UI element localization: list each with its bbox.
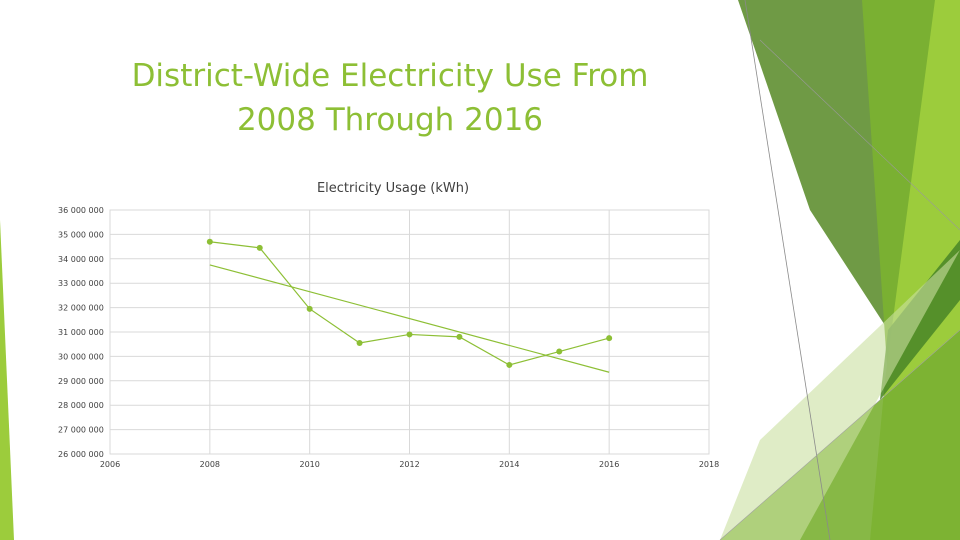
chart-title: Electricity Usage (kWh)	[317, 181, 469, 196]
data-point	[256, 244, 263, 251]
y-tick-label: 32 000 000	[58, 304, 104, 313]
data-point	[406, 331, 413, 338]
x-tick-label: 2016	[599, 460, 619, 469]
data-point	[456, 333, 463, 340]
right-decor-olive	[738, 0, 888, 330]
y-tick-label: 30 000 000	[58, 352, 104, 361]
decor-thin-line	[744, 0, 831, 540]
trendline	[209, 264, 610, 373]
slide-title-line1: District-Wide Electricity Use From	[131, 58, 649, 94]
decor-thin-line	[719, 329, 960, 540]
data-point	[306, 305, 313, 312]
data-point	[206, 238, 213, 245]
slide-title-line2: 2008 Through 2016	[236, 102, 544, 138]
y-tick-label: 29 000 000	[58, 377, 104, 386]
x-tick-label: 2006	[100, 460, 120, 469]
left-accent-shape	[0, 220, 14, 540]
y-tick-label: 31 000 000	[58, 328, 104, 337]
data-point	[506, 361, 513, 368]
x-tick-label: 2014	[499, 460, 519, 469]
x-tick-label: 2010	[299, 460, 319, 469]
x-tick-label: 2018	[699, 460, 719, 469]
data-point	[356, 339, 363, 346]
slide-title: District-Wide Electricity Use From 2008 …	[90, 54, 690, 142]
y-tick-label: 26 000 000	[58, 450, 104, 459]
y-tick-label: 28 000 000	[58, 401, 104, 410]
right-decor-green	[862, 0, 938, 380]
y-tick-label: 36 000 000	[58, 206, 104, 215]
y-tick-label: 27 000 000	[58, 426, 104, 435]
bottom-decor-light	[720, 250, 960, 540]
y-tick-label: 33 000 000	[58, 279, 104, 288]
x-tick-label: 2008	[200, 460, 220, 469]
y-tick-label: 35 000 000	[58, 230, 104, 239]
data-point	[606, 335, 613, 342]
y-tick-label: 34 000 000	[58, 255, 104, 264]
x-tick-label: 2012	[399, 460, 419, 469]
decor-thin-line	[759, 39, 960, 231]
data-point	[556, 348, 563, 355]
